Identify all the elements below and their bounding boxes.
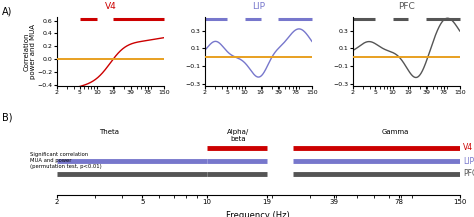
Text: Significant correlation
MUA and power
(permutation test, p<0.01): Significant correlation MUA and power (p… bbox=[30, 152, 102, 169]
Text: B): B) bbox=[2, 113, 13, 123]
Text: LIP: LIP bbox=[463, 157, 474, 166]
Text: A): A) bbox=[2, 7, 13, 16]
Title: V4: V4 bbox=[105, 2, 116, 11]
Text: Theta: Theta bbox=[99, 129, 119, 135]
Text: Alpha/
beta: Alpha/ beta bbox=[228, 129, 250, 142]
Text: PFC: PFC bbox=[463, 169, 474, 178]
Title: LIP: LIP bbox=[252, 2, 265, 11]
Text: V4: V4 bbox=[463, 143, 473, 152]
Text: Gamma: Gamma bbox=[382, 129, 409, 135]
Title: PFC: PFC bbox=[398, 2, 415, 11]
Y-axis label: Correlation
power and MUA: Correlation power and MUA bbox=[23, 24, 36, 79]
X-axis label: Frequency (Hz): Frequency (Hz) bbox=[227, 211, 290, 217]
